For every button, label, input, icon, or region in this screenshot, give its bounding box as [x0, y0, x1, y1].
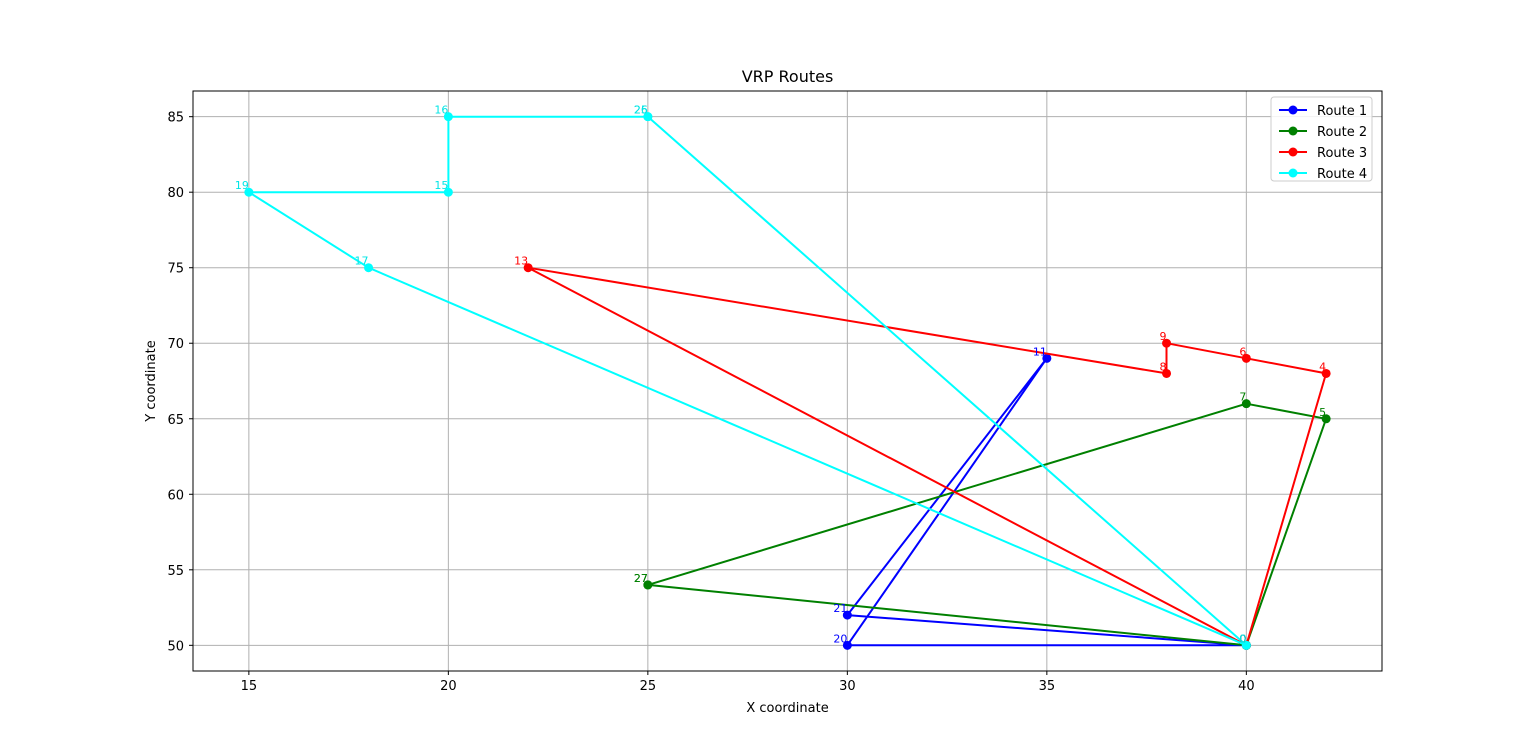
legend-swatch-marker — [1288, 126, 1298, 136]
legend-swatch-marker — [1288, 105, 1298, 115]
x-tick-label: 40 — [1238, 679, 1255, 694]
series-area — [244, 112, 1331, 650]
y-tick-label: 55 — [167, 564, 184, 579]
point-label: 0 — [1239, 632, 1246, 645]
route-point — [643, 580, 653, 590]
point-label: 16 — [434, 104, 448, 117]
point-label: 8 — [1160, 360, 1167, 373]
point-label: 20 — [833, 632, 847, 645]
legend-entry: Route 3 — [1279, 146, 1367, 161]
route-point — [443, 112, 453, 122]
route-point — [1042, 353, 1052, 363]
route-point — [364, 263, 374, 273]
route-point — [244, 187, 254, 197]
x-axis-label: X coordinate — [746, 701, 828, 716]
route-point — [1241, 399, 1251, 409]
legend-label: Route 1 — [1317, 104, 1367, 119]
legend-swatch-marker — [1288, 168, 1298, 178]
point-label: 26 — [634, 104, 648, 117]
legend-entry: Route 2 — [1279, 125, 1367, 140]
legend-label: Route 4 — [1317, 167, 1367, 182]
legend-box — [1270, 96, 1373, 182]
y-tick-label: 80 — [167, 186, 184, 201]
point-label: 17 — [355, 255, 369, 268]
point-label: 13 — [514, 255, 528, 268]
y-tick-label: 85 — [167, 111, 184, 126]
route-series-4 — [244, 112, 1251, 650]
point-label: 9 — [1160, 330, 1167, 343]
point-label: 11 — [1033, 345, 1047, 358]
y-tick-label: 70 — [167, 337, 184, 352]
point-label: 0 — [1239, 632, 1246, 645]
route-point — [1162, 368, 1172, 378]
x-tick-label: 35 — [1039, 679, 1056, 694]
y-tick-label: 65 — [167, 413, 184, 428]
legend-entry: Route 4 — [1279, 167, 1367, 182]
y-axis-label: Y coordinate — [144, 340, 159, 422]
x-tick-label: 20 — [440, 679, 457, 694]
legend: Route 1 Route 2 Route 3 Route 4 — [1270, 96, 1373, 182]
legend-entry: Route 1 — [1279, 104, 1367, 119]
y-tick-label: 60 — [167, 488, 184, 503]
point-label: 5 — [1319, 406, 1326, 419]
point-label: 6 — [1239, 345, 1246, 358]
route-point — [1241, 640, 1251, 650]
point-label: 7 — [1239, 391, 1246, 404]
point-label: 27 — [634, 572, 648, 585]
point-label: 0 — [1239, 632, 1246, 645]
x-tick-label: 25 — [640, 679, 657, 694]
legend-label: Route 2 — [1317, 125, 1367, 140]
route-point — [1241, 353, 1251, 363]
y-tick-label: 50 — [167, 639, 184, 654]
point-label: 15 — [434, 179, 448, 192]
route-point — [443, 187, 453, 197]
point-label: 4 — [1319, 360, 1326, 373]
point-label: 21 — [833, 602, 847, 615]
point-label: 0 — [1239, 632, 1246, 645]
route-point — [1321, 414, 1331, 424]
route-point — [842, 610, 852, 620]
chart-title: VRP Routes — [742, 67, 834, 86]
route-point — [842, 640, 852, 650]
plot-frame — [192, 90, 1383, 672]
x-tick-label: 15 — [241, 679, 258, 694]
point-label: 0 — [1239, 632, 1246, 645]
point-label: 0 — [1239, 632, 1246, 645]
point-label: 19 — [235, 179, 249, 192]
legend-label: Route 3 — [1317, 146, 1367, 161]
point-label: 0 — [1239, 632, 1246, 645]
route-point — [523, 263, 533, 273]
route-point — [1321, 368, 1331, 378]
point-label: 0 — [1239, 632, 1246, 645]
route-point — [1162, 338, 1172, 348]
x-tick-label: 30 — [839, 679, 856, 694]
point-label: 25 — [634, 104, 648, 117]
point-label: 27 — [634, 572, 648, 585]
route-point — [643, 112, 653, 122]
legend-swatch-marker — [1288, 147, 1298, 157]
y-tick-label: 75 — [167, 262, 184, 277]
